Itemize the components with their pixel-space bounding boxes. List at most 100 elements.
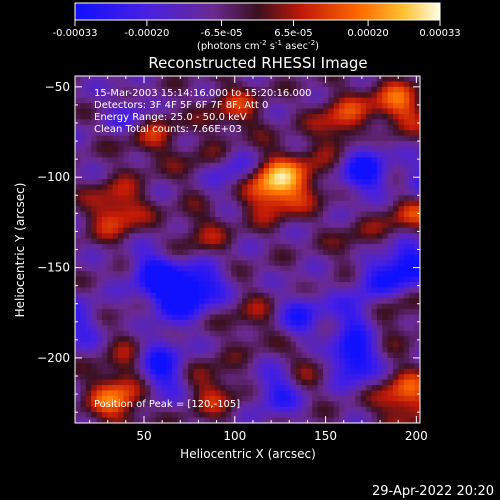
heatmap-cell: [220, 119, 227, 126]
heatmap-cell: [123, 173, 130, 180]
heatmap-cell: [382, 189, 389, 196]
heatmap-cell: [215, 417, 222, 423]
heatmap-cell: [414, 238, 420, 245]
heatmap-cell: [242, 282, 249, 289]
heatmap-cell: [118, 309, 125, 316]
heatmap-cell: [344, 206, 351, 213]
heatmap-cell: [360, 390, 367, 397]
heatmap-cell: [161, 271, 168, 278]
heatmap-cell: [204, 195, 211, 202]
heatmap-cell: [134, 173, 141, 180]
heatmap-cell: [91, 390, 98, 397]
heatmap-cell: [398, 135, 405, 142]
heatmap-cell: [166, 141, 173, 148]
heatmap-cell: [182, 254, 189, 261]
heatmap-cell: [398, 276, 405, 283]
heatmap-cell: [349, 200, 356, 207]
heatmap-cell: [285, 309, 292, 316]
heatmap-cell: [252, 211, 259, 218]
heatmap-cell: [91, 173, 98, 180]
heatmap-cell: [155, 357, 162, 364]
heatmap-cell: [371, 244, 378, 251]
heatmap-cell: [366, 86, 373, 93]
heatmap-cell: [242, 325, 249, 332]
heatmap-cell: [204, 282, 211, 289]
heatmap-cell: [139, 314, 146, 321]
heatmap-cell: [193, 168, 200, 175]
heatmap-cell: [312, 347, 319, 354]
heatmap-cell: [193, 379, 200, 386]
heatmap-cell: [403, 222, 410, 229]
heatmap-cell: [198, 325, 205, 332]
heatmap-cell: [231, 189, 238, 196]
heatmap-cell: [290, 314, 297, 321]
heatmap-cell: [145, 222, 152, 229]
heatmap-cell: [225, 363, 232, 370]
heatmap-cell: [225, 151, 232, 158]
heatmap-cell: [409, 124, 416, 131]
heatmap-cell: [101, 319, 108, 326]
heatmap-cell: [139, 385, 146, 392]
heatmap-cell: [75, 92, 81, 99]
heatmap-cell: [231, 271, 238, 278]
heatmap-cell: [301, 211, 308, 218]
heatmap-cell: [301, 363, 308, 370]
heatmap-cell: [274, 195, 281, 202]
heatmap-cell: [296, 336, 303, 343]
heatmap-cell: [355, 179, 362, 186]
heatmap-cell: [161, 406, 168, 413]
heatmap-cell: [366, 352, 373, 359]
heatmap-cell: [414, 141, 420, 148]
heatmap-cell: [301, 81, 308, 88]
heatmap-cell: [403, 97, 410, 104]
heatmap-cell: [339, 374, 346, 381]
heatmap-cell: [274, 287, 281, 294]
heatmap-cell: [247, 179, 254, 186]
heatmap-cell: [349, 206, 356, 213]
heatmap-cell: [371, 222, 378, 229]
heatmap-cell: [371, 173, 378, 180]
heatmap-cell: [209, 303, 216, 310]
heatmap-cell: [312, 379, 319, 386]
heatmap-cell: [161, 276, 168, 283]
heatmap-cell: [177, 379, 184, 386]
heatmap-cell: [355, 249, 362, 256]
heatmap-cell: [355, 222, 362, 229]
heatmap-cell: [242, 249, 249, 256]
heatmap-cell: [118, 374, 125, 381]
heatmap-cell: [414, 189, 420, 196]
heatmap-cell: [252, 319, 259, 326]
heatmap-cell: [118, 173, 125, 180]
heatmap-cell: [85, 254, 92, 261]
heatmap-cell: [209, 76, 216, 83]
heatmap-cell: [145, 265, 152, 272]
heatmap-cell: [312, 314, 319, 321]
heatmap-cell: [91, 130, 98, 137]
heatmap-cell: [279, 341, 286, 348]
heatmap-cell: [198, 406, 205, 413]
heatmap-cell: [339, 417, 346, 423]
heatmap-cell: [322, 395, 329, 402]
heatmap-cell: [172, 151, 179, 158]
heatmap-cell: [317, 124, 324, 131]
heatmap-cell: [188, 298, 195, 305]
heatmap-cell: [382, 417, 389, 423]
heatmap-cell: [128, 363, 135, 370]
heatmap-cell: [252, 189, 259, 196]
heatmap-cell: [182, 390, 189, 397]
heatmap-cell: [344, 254, 351, 261]
heatmap-cell: [371, 336, 378, 343]
heatmap-cell: [301, 249, 308, 256]
heatmap-cell: [161, 113, 168, 120]
heatmap-cell: [80, 206, 87, 213]
heatmap-cell: [279, 195, 286, 202]
heatmap-cell: [344, 265, 351, 272]
heatmap-cell: [96, 401, 103, 408]
heatmap-cell: [322, 412, 329, 419]
heatmap-cell: [296, 103, 303, 110]
heatmap-cell: [107, 130, 114, 137]
heatmap-cell: [382, 298, 389, 305]
heatmap-cell: [101, 412, 108, 419]
heatmap-cell: [393, 379, 400, 386]
heatmap-cell: [269, 352, 276, 359]
